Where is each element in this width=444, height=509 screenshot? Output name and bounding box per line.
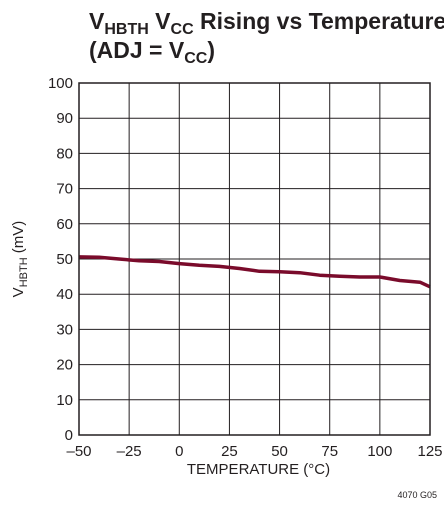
chart-title: VHBTH VCC Rising vs Temperature(ADJ = VC… xyxy=(89,8,444,67)
y-tick-label: 0 xyxy=(65,427,73,444)
x-tick-label: 50 xyxy=(271,443,288,460)
y-axis-label: VHBTH (mV) xyxy=(10,221,30,298)
y-tick-label: 70 xyxy=(56,181,73,198)
y-tick-label: 80 xyxy=(56,145,73,162)
chart-title-line-1: VHBTH VCC Rising vs Temperature xyxy=(89,8,444,38)
y-tick-label: 90 xyxy=(56,110,73,127)
x-tick-labels: –50 –25 0 25 50 75 100 125 xyxy=(66,443,442,460)
y-tick-label: 50 xyxy=(56,251,73,268)
y-tick-label: 30 xyxy=(56,321,73,338)
figure-code: 4070 G05 xyxy=(397,490,437,500)
x-tick-label: 0 xyxy=(175,443,183,460)
y-tick-label: 10 xyxy=(56,392,73,409)
x-tick-label: –25 xyxy=(117,443,142,460)
series-line-1 xyxy=(79,257,430,287)
x-tick-label: 100 xyxy=(367,443,392,460)
x-tick-label: 25 xyxy=(221,443,238,460)
y-tick-label: 100 xyxy=(48,75,73,92)
chart-title-line-2: (ADJ = VCC) xyxy=(89,37,215,67)
x-axis-label: TEMPERATURE (°C) xyxy=(187,461,330,478)
x-tick-label: 75 xyxy=(321,443,338,460)
x-tick-label: –50 xyxy=(66,443,91,460)
y-tick-label: 60 xyxy=(56,216,73,233)
y-tick-label: 40 xyxy=(56,286,73,303)
y-tick-labels: 0 10 20 30 40 50 60 70 80 90 100 xyxy=(48,75,73,444)
series-lines xyxy=(79,257,430,287)
x-tick-label: 125 xyxy=(417,443,442,460)
y-tick-label: 20 xyxy=(56,357,73,374)
